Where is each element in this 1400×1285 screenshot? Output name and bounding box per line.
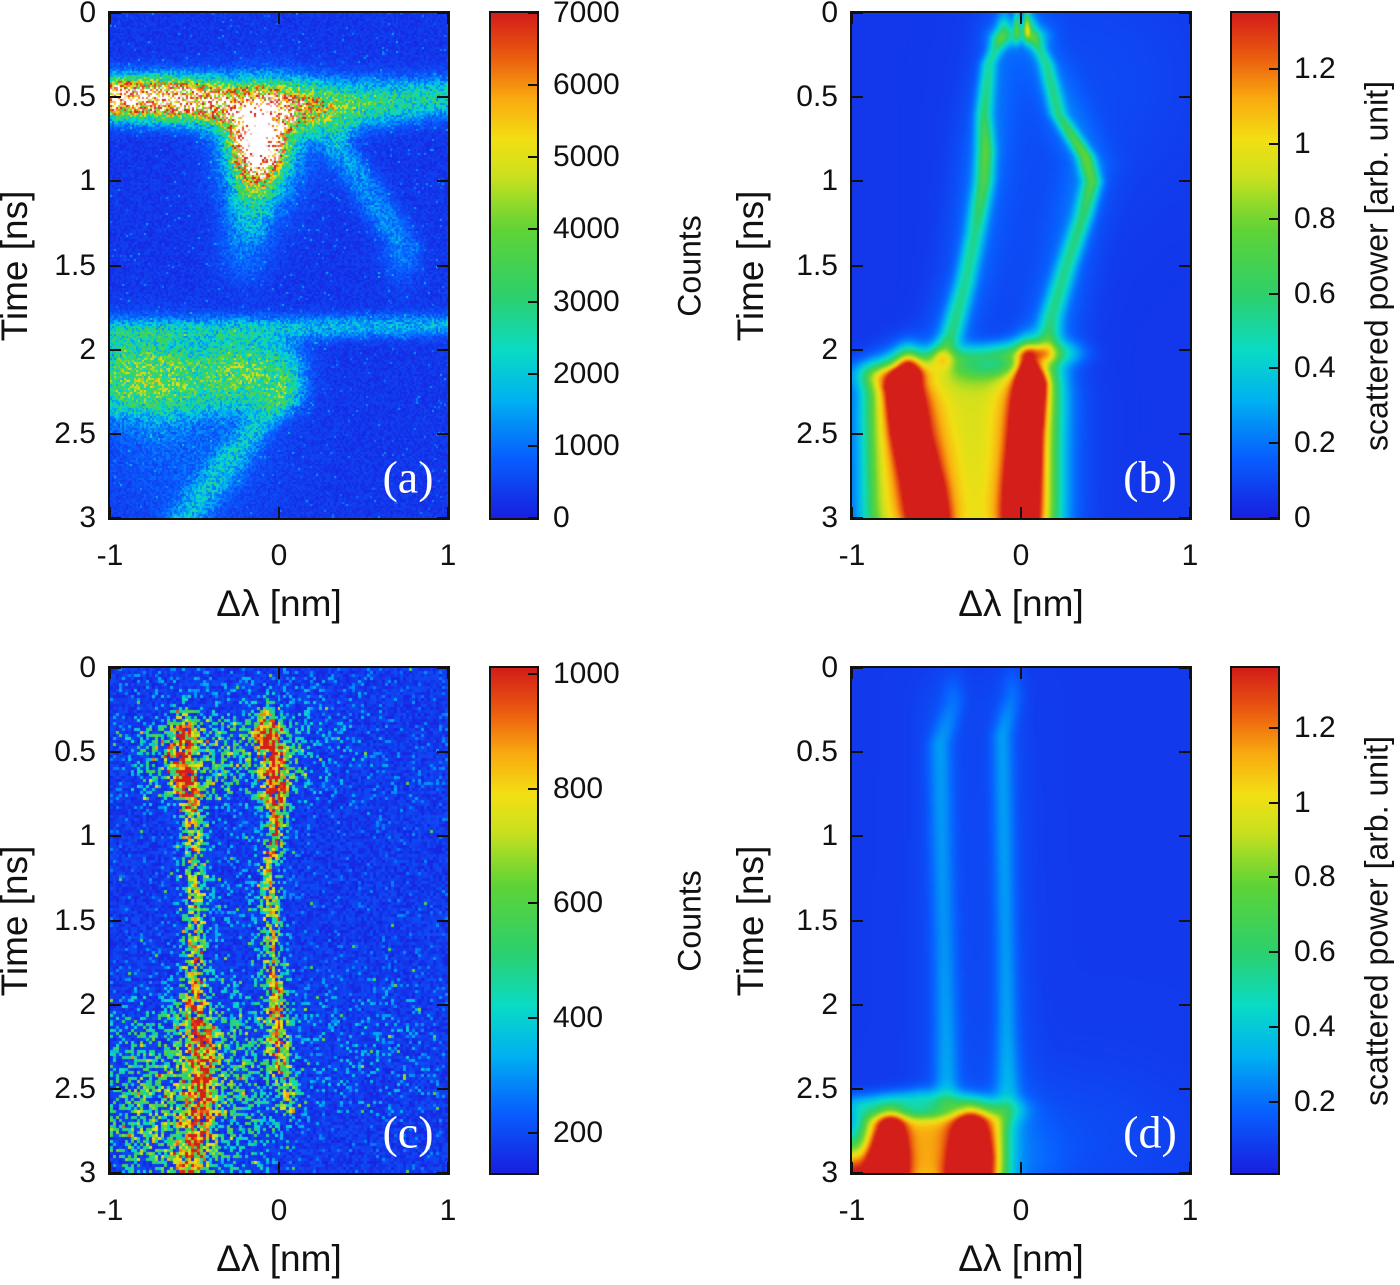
colorbar-tick-label: 0.2 bbox=[1294, 1084, 1336, 1118]
heatmap-canvas-d bbox=[852, 668, 1190, 1173]
y-tick-label: 0 bbox=[79, 0, 96, 29]
colorbar-canvas-d bbox=[1232, 668, 1278, 1173]
colorbar-label-b: scattered power [arb. unit] bbox=[1358, 80, 1395, 451]
y-tick-label: 2 bbox=[79, 332, 96, 366]
colorbar-canvas-c bbox=[491, 668, 537, 1173]
colorbar-tick-label: 0 bbox=[553, 501, 570, 534]
heatmap-canvas-c bbox=[110, 668, 448, 1173]
colorbar-tick-label: 1000 bbox=[553, 656, 620, 690]
x-tick-label: 0 bbox=[1012, 1194, 1030, 1227]
x-tick-label: 1 bbox=[1181, 1194, 1199, 1227]
x-axis-label-d: Δλ [nm] bbox=[958, 1238, 1084, 1279]
colorbar-label-d: scattered power [arb. unit] bbox=[1358, 735, 1395, 1106]
y-tick-label: 1 bbox=[79, 819, 96, 853]
colorbar-tick-label: 0.8 bbox=[1294, 860, 1336, 894]
y-tick-label: 0.5 bbox=[796, 80, 838, 114]
colorbar-tick-label: 3000 bbox=[553, 284, 620, 318]
colorbar-tick-label: 600 bbox=[553, 886, 604, 920]
colorbar-tick-label: 5000 bbox=[553, 140, 620, 174]
y-tick-label: 3 bbox=[821, 1156, 838, 1189]
y-tick-label: 2 bbox=[821, 987, 838, 1021]
y-axis-label-d: Time [ns] bbox=[730, 845, 771, 996]
colorbar-tick-label: 6000 bbox=[553, 68, 620, 102]
colorbar-tick-label: 7000 bbox=[553, 0, 620, 29]
y-tick-label: 1 bbox=[821, 164, 838, 198]
y-tick-label: 2.5 bbox=[796, 1071, 838, 1105]
y-tick-label: 3 bbox=[79, 1156, 96, 1189]
x-tick-label: 0 bbox=[270, 1194, 288, 1227]
y-tick-label: 2 bbox=[821, 332, 838, 366]
colorbar-tick-label: 0.4 bbox=[1294, 351, 1336, 385]
colorbar-tick-label: 800 bbox=[553, 771, 604, 805]
colorbar-tick-label: 1.2 bbox=[1294, 710, 1336, 744]
y-tick-label: 2.5 bbox=[54, 1071, 96, 1105]
colorbar-canvas-a bbox=[491, 13, 537, 518]
colorbar-canvas-b bbox=[1232, 13, 1278, 518]
y-tick-label: 3 bbox=[821, 501, 838, 534]
y-tick-label: 1.5 bbox=[796, 248, 838, 282]
colorbar-tick-label: 200 bbox=[553, 1115, 604, 1149]
colorbar-tick-label: 0.8 bbox=[1294, 201, 1336, 235]
colorbar-tick-label: 1 bbox=[1294, 785, 1311, 819]
y-tick-label: 0 bbox=[821, 651, 838, 684]
colorbar-tick-label: 4000 bbox=[553, 212, 620, 246]
colorbar-tick-label: 0 bbox=[1294, 501, 1311, 534]
y-tick-label: 1 bbox=[821, 819, 838, 853]
panel-letter-d: (d) bbox=[1123, 1106, 1177, 1158]
y-tick-label: 0.5 bbox=[796, 735, 838, 769]
y-tick-label: 3 bbox=[79, 501, 96, 534]
x-tick-label: 1 bbox=[439, 539, 457, 572]
colorbar-tick-label: 0.6 bbox=[1294, 276, 1336, 310]
colorbar-tick-label: 0.4 bbox=[1294, 1010, 1336, 1044]
y-tick-label: 0 bbox=[79, 651, 96, 684]
colorbar-tick-label: 2000 bbox=[553, 356, 620, 390]
y-tick-label: 0 bbox=[821, 0, 838, 29]
x-tick-label: 1 bbox=[439, 1194, 457, 1227]
x-tick-label: -1 bbox=[96, 539, 124, 572]
y-tick-label: 2.5 bbox=[54, 416, 96, 450]
colorbar-tick-label: 0.6 bbox=[1294, 935, 1336, 969]
colorbar-tick-label: 1.2 bbox=[1294, 52, 1336, 86]
x-tick-label: -1 bbox=[838, 539, 866, 572]
x-tick-label: 1 bbox=[1181, 539, 1199, 572]
panel-letter-b: (b) bbox=[1123, 451, 1177, 503]
x-tick-label: 0 bbox=[270, 539, 288, 572]
heatmap-canvas-a bbox=[110, 13, 448, 518]
y-tick-label: 1.5 bbox=[54, 903, 96, 937]
y-tick-label: 0.5 bbox=[54, 735, 96, 769]
heatmap-canvas-b bbox=[852, 13, 1190, 518]
panel-letter-a: (a) bbox=[382, 451, 434, 503]
y-axis-label-b: Time [ns] bbox=[730, 190, 771, 341]
colorbar-tick-label: 0.2 bbox=[1294, 426, 1336, 460]
y-axis-label-a: Time [ns] bbox=[0, 190, 35, 341]
x-tick-label: -1 bbox=[96, 1194, 124, 1227]
y-tick-label: 2.5 bbox=[796, 416, 838, 450]
panel-letter-c: (c) bbox=[382, 1106, 434, 1158]
y-tick-label: 0.5 bbox=[54, 80, 96, 114]
colorbar-tick-label: 1 bbox=[1294, 126, 1311, 160]
y-axis-label-c: Time [ns] bbox=[0, 845, 35, 996]
y-tick-label: 1.5 bbox=[54, 248, 96, 282]
x-tick-label: 0 bbox=[1012, 539, 1030, 572]
y-tick-label: 1.5 bbox=[796, 903, 838, 937]
x-tick-label: -1 bbox=[838, 1194, 866, 1227]
x-axis-label-a: Δλ [nm] bbox=[216, 583, 342, 624]
x-axis-label-c: Δλ [nm] bbox=[216, 1238, 342, 1279]
colorbar-tick-label: 1000 bbox=[553, 428, 620, 462]
colorbar-tick-label: 400 bbox=[553, 1001, 604, 1035]
x-axis-label-b: Δλ [nm] bbox=[958, 583, 1084, 624]
y-tick-label: 2 bbox=[79, 987, 96, 1021]
y-tick-label: 1 bbox=[79, 164, 96, 198]
